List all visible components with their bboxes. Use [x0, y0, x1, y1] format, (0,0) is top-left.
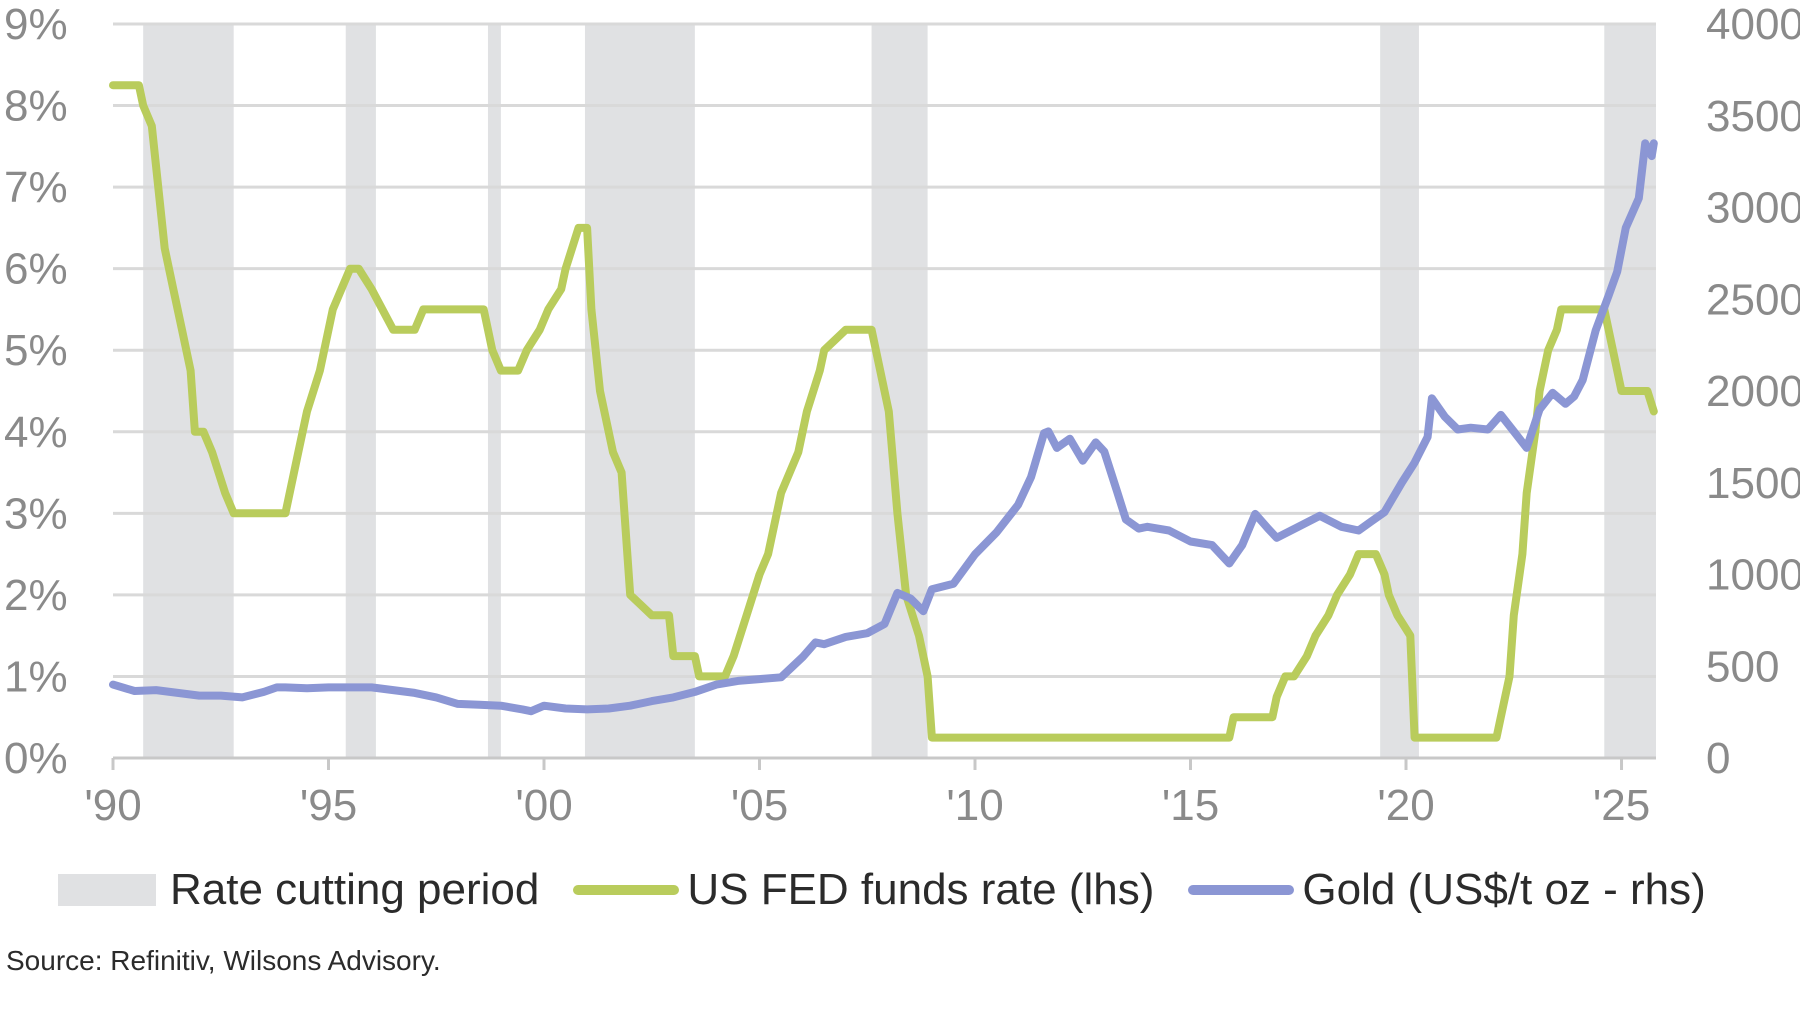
source-note: Source: Refinitiv, Wilsons Advisory.: [6, 945, 441, 976]
legend-item-rate-cutting: Rate cutting period: [58, 865, 539, 915]
x-tick-label-1: '95: [300, 781, 357, 830]
rate-cutting-period-1: [345, 24, 376, 758]
x-axis: [111, 756, 1656, 770]
left-tick-label-1: 1%: [4, 652, 68, 701]
right-tick-label-8: 4000: [1706, 0, 1800, 49]
right-tick-label-7: 3500: [1706, 92, 1800, 141]
legend: Rate cutting period US FED funds rate (l…: [58, 860, 1740, 920]
gridlines: [113, 22, 1656, 678]
legend-label-gold: Gold (US$/t oz - rhs): [1302, 865, 1706, 914]
legend-swatch-shade: [58, 874, 156, 906]
left-tick-label-3: 3%: [4, 489, 68, 538]
right-tick-label-2: 1000: [1706, 551, 1800, 600]
legend-label-fed-rate: US FED funds rate (lhs): [687, 865, 1155, 914]
gold-price-line: [109, 139, 1658, 716]
x-tick-label-2: '00: [515, 781, 572, 830]
series-lines: [109, 81, 1658, 742]
left-tick-label-7: 7%: [4, 163, 68, 212]
left-tick-label-8: 8%: [4, 82, 68, 131]
right-tick-label-5: 2500: [1706, 275, 1800, 324]
left-axis-ticks: 0% 1% 2% 3% 4% 5% 6% 7% 8% 9%: [4, 0, 68, 783]
left-tick-label-9: 9%: [4, 0, 68, 49]
left-tick-label-4: 4%: [4, 408, 68, 457]
right-tick-label-1: 500: [1706, 642, 1779, 691]
right-tick-label-4: 2000: [1706, 367, 1800, 416]
left-tick-label-0: 0%: [4, 734, 68, 783]
legend-item-gold: Gold (US$/t oz - rhs): [1188, 865, 1706, 915]
right-axis-ticks: 0 500 1000 1500 2000 2500 3000 3500 4000: [1706, 0, 1800, 783]
rate-cutting-period-2: [487, 24, 501, 758]
left-tick-label-6: 6%: [4, 245, 68, 294]
x-tick-label-3: '05: [731, 781, 788, 830]
x-tick-label-4: '10: [946, 781, 1003, 830]
x-tick-label-7: '25: [1593, 781, 1650, 830]
x-tick-label-5: '15: [1162, 781, 1219, 830]
x-tick-label-0: '90: [84, 781, 141, 830]
legend-label-rate-cutting: Rate cutting period: [170, 865, 540, 914]
shaded-periods: [143, 24, 1656, 758]
right-tick-label-3: 1500: [1706, 459, 1800, 508]
fed-funds-rate-line: [109, 81, 1658, 742]
right-tick-label-0: 0: [1706, 734, 1730, 783]
left-tick-label-2: 2%: [4, 571, 68, 620]
x-axis-ticks: '90 '95 '00 '05 '10 '15 '20 '25: [84, 781, 1650, 830]
chart-area: 0% 1% 2% 3% 4% 5% 6% 7% 8% 9% 0 500 1000 1500 2000 250…: [4, 0, 1800, 830]
left-tick-label-5: 5%: [4, 326, 68, 375]
legend-swatch-gold: [1188, 885, 1295, 895]
legend-item-fed-rate: US FED funds rate (lhs): [573, 865, 1154, 915]
legend-swatch-fed: [573, 885, 680, 895]
right-tick-label-6: 3000: [1706, 184, 1800, 233]
x-tick-label-6: '20: [1377, 781, 1434, 830]
